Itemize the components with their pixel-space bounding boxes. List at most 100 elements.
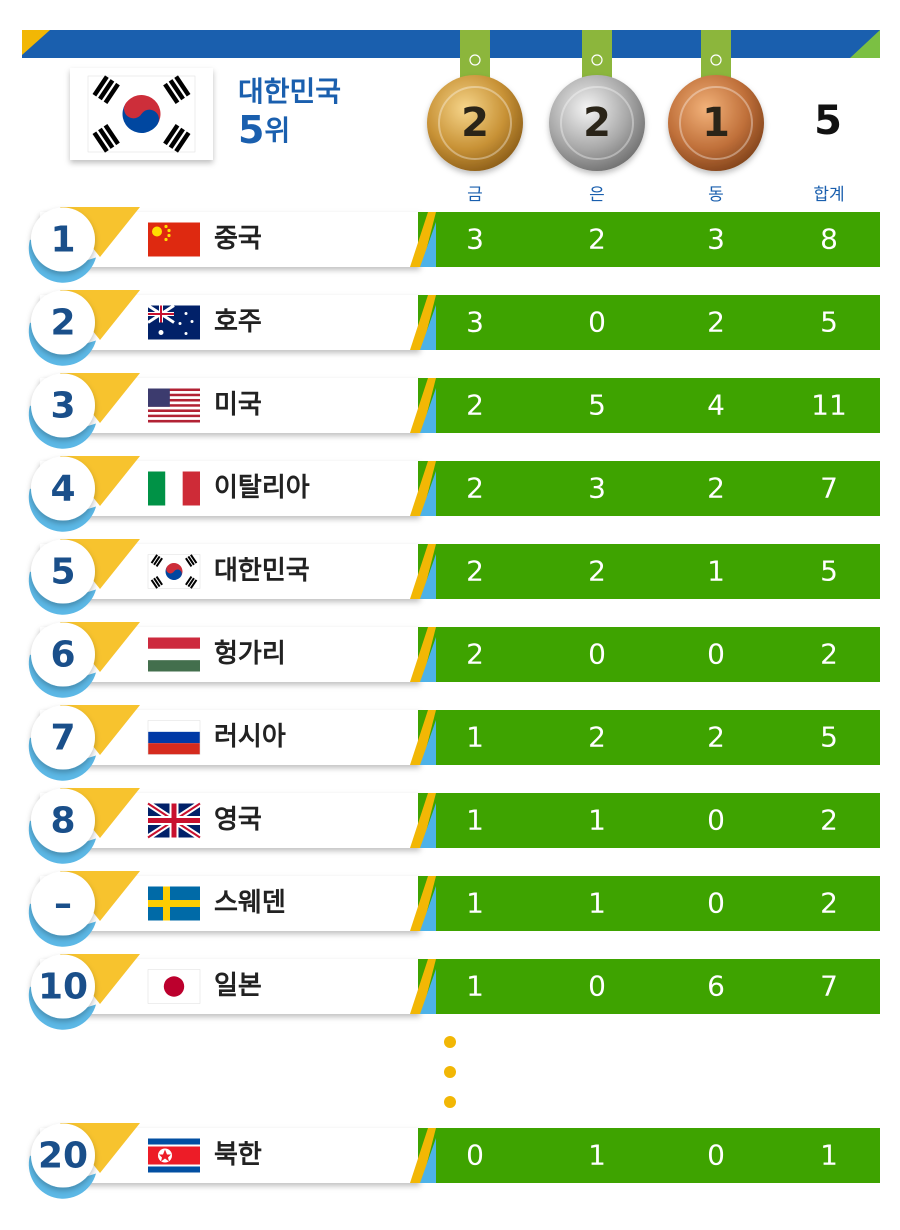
row-deco xyxy=(420,803,436,848)
flag-part xyxy=(148,393,200,397)
row-green xyxy=(418,876,880,931)
ellipsis-dot xyxy=(444,1036,456,1048)
header-total: 5 xyxy=(814,98,842,144)
row-deco xyxy=(410,959,436,1014)
flag-part xyxy=(164,237,168,242)
flag-part xyxy=(148,388,200,392)
row: 20 북한 0 1 0 1 xyxy=(28,1123,880,1199)
flag-part xyxy=(92,75,120,104)
flag-part xyxy=(148,660,200,672)
flag-part xyxy=(178,322,182,325)
row-deco xyxy=(410,295,436,350)
row-deco xyxy=(410,627,436,682)
medal-cell: 2 xyxy=(588,555,606,588)
column-label: 합계 xyxy=(813,185,844,205)
medal-cell: 1 xyxy=(820,1139,838,1172)
medal-cell: 1 xyxy=(588,1139,606,1172)
flag-part xyxy=(190,554,198,564)
medal-cell: 0 xyxy=(707,638,725,671)
flag xyxy=(147,720,201,755)
flag-part xyxy=(148,803,200,838)
medal xyxy=(427,75,523,171)
medal-cell: 2 xyxy=(466,472,484,505)
flag-part xyxy=(148,396,200,399)
flag xyxy=(148,637,200,672)
row: 10 일본 1 0 6 7 xyxy=(28,954,880,1030)
rank-circle xyxy=(31,954,95,1019)
medal-cell: 2 xyxy=(820,638,838,671)
header-country: 대한민국 xyxy=(238,75,341,108)
country-name: 영국 xyxy=(214,805,262,835)
rank-circle xyxy=(31,705,95,770)
flag-part xyxy=(148,401,200,405)
rank-circle xyxy=(31,539,95,604)
rank: 1 xyxy=(50,220,75,261)
flag-part xyxy=(103,124,120,146)
olympic-rings xyxy=(469,54,481,66)
rows: 1 중국 3 2 3 82 호주 3 0 2 53 미국 2 5 4 114 이탈리아 2 3 2 75 대한민국 2 2 1… xyxy=(28,207,880,1199)
flag-part xyxy=(187,577,195,588)
flag xyxy=(147,969,201,1004)
flag-part xyxy=(155,575,163,586)
row-deco xyxy=(410,212,436,267)
rank-number: 5 xyxy=(238,108,264,152)
flag-part xyxy=(153,555,161,566)
medal-cell: 1 xyxy=(466,887,484,920)
rank: 20 xyxy=(38,1136,88,1177)
row-deco xyxy=(420,886,436,931)
row: 8 영국 1 1 0 2 xyxy=(28,788,880,864)
flag-part xyxy=(148,305,174,323)
medal-cell: 5 xyxy=(820,306,838,339)
flag-part xyxy=(185,557,193,568)
flag-part xyxy=(139,109,159,129)
row-deco xyxy=(420,1138,436,1183)
medal-cell: 3 xyxy=(466,306,484,339)
medal-cell: 4 xyxy=(707,389,725,422)
rank: 10 xyxy=(38,967,88,1008)
flag-part xyxy=(148,731,200,744)
medal-cell: 0 xyxy=(588,970,606,1003)
medal xyxy=(549,75,645,171)
column-labels: 금 은 동 합계 xyxy=(467,185,844,205)
row-deco xyxy=(420,554,436,599)
top-band xyxy=(22,30,880,58)
rank-circle xyxy=(31,373,95,438)
medal-cell: 5 xyxy=(588,389,606,422)
flag-part xyxy=(148,1146,200,1165)
medal-cell: 2 xyxy=(707,306,725,339)
flag-part xyxy=(148,471,166,506)
row-deco xyxy=(410,461,436,516)
country-name: 헝가리 xyxy=(214,639,286,669)
flag-part xyxy=(185,575,198,589)
medal-cell: 5 xyxy=(820,721,838,754)
flag xyxy=(148,388,200,423)
rank: 6 xyxy=(50,635,75,676)
flag-part xyxy=(165,471,183,506)
flag-part xyxy=(185,554,198,568)
flag xyxy=(148,222,200,257)
medal-cell: 5 xyxy=(820,555,838,588)
medal-inner xyxy=(438,86,512,160)
flag-part xyxy=(148,391,200,394)
flag-part xyxy=(166,564,175,574)
medal-cell: 1 xyxy=(466,970,484,1003)
flag-part xyxy=(124,99,144,119)
ribbon xyxy=(701,30,731,78)
country-name: 일본 xyxy=(214,971,262,1001)
flag-part xyxy=(184,312,188,315)
flag-part xyxy=(148,414,200,418)
rank-circle xyxy=(31,788,95,853)
row: – 스웨덴 1 1 0 2 xyxy=(28,871,880,947)
flag-part xyxy=(98,127,115,149)
medal-cell: 0 xyxy=(707,887,725,920)
flag-part xyxy=(167,228,171,233)
flag-part xyxy=(147,720,201,755)
olympic-rings xyxy=(710,54,722,66)
medal-cell: 8 xyxy=(820,223,838,256)
medal-count: 2 xyxy=(583,100,611,146)
flag-part xyxy=(163,82,180,104)
flag xyxy=(146,800,202,841)
rank: 5 xyxy=(50,552,75,593)
row-deco xyxy=(420,222,436,267)
